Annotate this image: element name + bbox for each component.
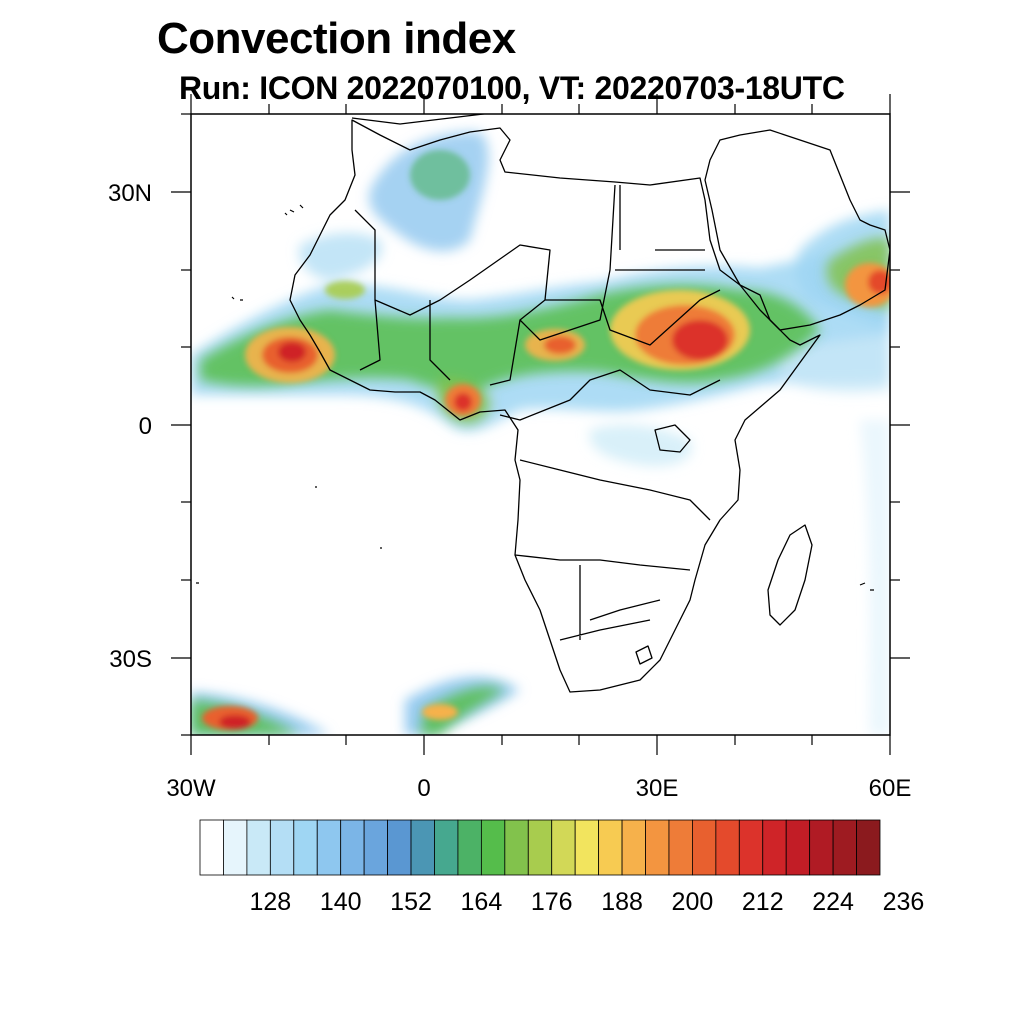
coastlines: [289, 114, 890, 693]
run-subtitle: Run: ICON 2022070100, VT: 20220703-18UTC: [179, 70, 845, 106]
colorbar-swatch: [621, 819, 646, 876]
lat-label-30n: 30N: [107, 180, 152, 207]
colorbar-label: 128: [249, 888, 292, 916]
east-africa-light: [589, 424, 692, 467]
colorbar-swatch: [246, 819, 271, 876]
colorbar-label: 140: [319, 888, 362, 916]
chart-title: Convection index: [157, 14, 516, 63]
colorbar-swatch: [293, 819, 318, 876]
sahara-west-light: [299, 233, 382, 280]
lon-label-60e: 60E: [868, 775, 912, 802]
colorbar-swatch: [738, 819, 764, 876]
core-arabia-peak: [868, 270, 890, 294]
colorbar-swatch: [340, 819, 365, 876]
colorbar-label: 164: [460, 888, 503, 916]
colorbar-swatch: [434, 819, 459, 876]
colorbar-swatch: [762, 819, 787, 876]
southern-ocean-east-light: [860, 420, 890, 735]
lon-label-30w: 30W: [166, 775, 216, 802]
colorbar-swatch: [856, 819, 881, 876]
colorbar-swatch: [692, 819, 717, 876]
core-sw-peak: [219, 715, 251, 729]
colorbar-swatch: [269, 819, 295, 876]
colorbar-swatch: [387, 819, 412, 876]
colorbar-swatch: [199, 819, 224, 876]
lesotho: [635, 645, 653, 665]
colorbar-label: 188: [601, 888, 643, 916]
colorbar-label: 176: [530, 888, 573, 916]
somalia-light: [780, 335, 890, 393]
colorbar-swatch: [316, 819, 342, 876]
colorbar-swatch: [527, 819, 553, 876]
lat-label-0: 0: [138, 413, 152, 440]
colorbar-swatch: [574, 819, 600, 876]
colorbar-label: 236: [882, 888, 925, 916]
islands: [196, 204, 874, 591]
map-area: [191, 114, 890, 735]
colorbar-swatch: [480, 819, 506, 876]
colorbar-label: 152: [390, 888, 432, 916]
colorbar-swatch: [832, 819, 857, 876]
colorbar: [199, 819, 881, 876]
colorbar-swatch: [785, 819, 811, 876]
colorbar-label: 224: [812, 888, 854, 916]
core-atlas: [410, 150, 470, 200]
madagascar: [767, 524, 813, 626]
colorbar-swatch: [363, 819, 388, 876]
south-atlantic-mid: [420, 686, 505, 735]
colorbar-swatch: [645, 819, 670, 876]
core-sa: [422, 704, 458, 720]
colorbar-swatch: [223, 819, 248, 876]
colorbar-swatch: [551, 819, 576, 876]
colorbar-swatch: [809, 819, 834, 876]
lat-label-30s: 30S: [109, 646, 152, 673]
africa-internal-borders: [354, 184, 721, 641]
lon-label-30e: 30E: [635, 775, 679, 802]
colorbar-swatch: [668, 819, 693, 876]
colorbar-label: 200: [671, 888, 714, 916]
mediterranean-coast: [351, 114, 489, 125]
colorbar-swatch: [410, 819, 435, 876]
colorbar-swatch: [457, 819, 482, 876]
arabia-coastline: [704, 129, 890, 331]
colorbar-swatch: [715, 819, 740, 876]
core-senegal: [325, 281, 365, 299]
core-sudan-peak: [672, 320, 728, 360]
colorbar-swatch: [598, 819, 623, 876]
axis-ticks: [171, 94, 910, 755]
core-chad-inner: [544, 336, 576, 354]
lake-victoria: [654, 424, 691, 453]
convection-cores: [202, 150, 890, 730]
core-guinea-peak: [278, 342, 306, 362]
colorbar-swatch: [504, 819, 529, 876]
lon-label-0: 0: [417, 775, 431, 802]
africa-coastline: [289, 119, 821, 693]
core-nigeria-peak: [454, 393, 472, 411]
colorbar-label: 212: [741, 888, 784, 916]
